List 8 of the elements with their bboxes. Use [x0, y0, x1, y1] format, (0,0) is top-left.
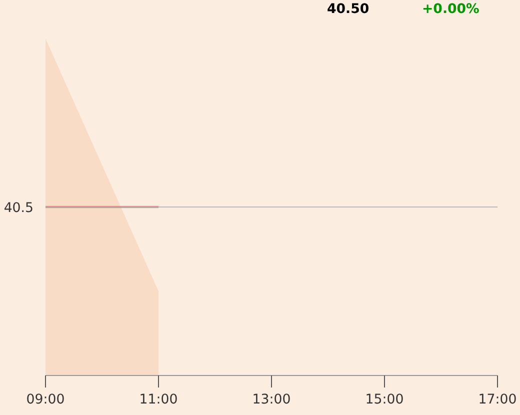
text: 40.5 [4, 201, 34, 216]
x-tick-label: 13:00 [252, 392, 291, 408]
x-tick-label: 09:00 [26, 392, 65, 408]
text: 40.50 [327, 1, 370, 19]
x-tick-label: 17:00 [478, 392, 517, 408]
text: +0.00% [422, 1, 480, 19]
x-tick-label: 15:00 [365, 392, 404, 408]
x-tick-label: 11:00 [139, 392, 178, 408]
